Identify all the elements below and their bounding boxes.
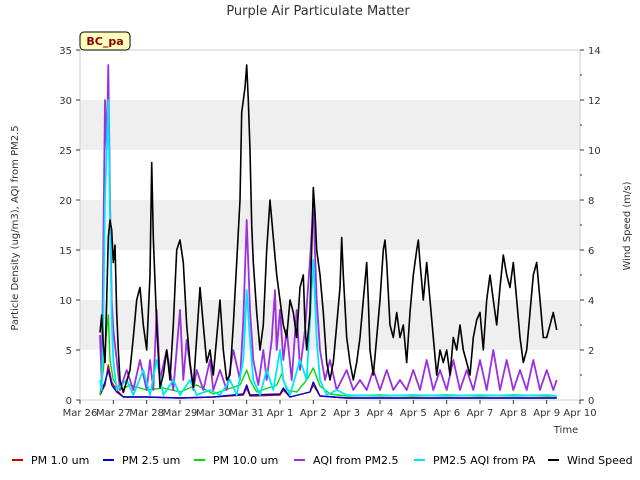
legend: PM 1.0 um PM 2.5 um PM 10.0 um AQI from PM2… — [12, 454, 633, 467]
series-line-wind-speed — [99, 64, 558, 394]
x-tick-label: Apr 3 — [333, 408, 360, 419]
series-line-pm2-5-aqi-from-pa — [99, 99, 557, 397]
y-right-tick-label: 6 — [588, 246, 594, 257]
shaded-bands — [80, 100, 580, 350]
y-axis-label-left: Particle Density (ug/m3), AQI from PM2.5 — [10, 125, 21, 330]
x-tick-label: Apr 8 — [500, 408, 527, 419]
x-tick-label: Mar 30 — [196, 408, 231, 419]
x-tick-label: Apr 10 — [563, 408, 596, 419]
shaded-band-1 — [80, 200, 580, 250]
badge: BC_pa — [79, 31, 131, 51]
x-tick-label: Apr 2 — [300, 408, 327, 419]
y-left-tick-label: 20 — [59, 196, 72, 207]
legend-label: AQI from PM2.5 — [313, 454, 398, 467]
shaded-band-2 — [80, 100, 580, 150]
x-tick-label: Apr 9 — [533, 408, 560, 419]
badge-box — [79, 31, 131, 51]
x-tick-label: Mar 31 — [229, 408, 264, 419]
y-right-tick-label: 0 — [588, 396, 594, 407]
y-left-tick-label: 10 — [59, 296, 72, 307]
x-tick-label: Apr 5 — [400, 408, 427, 419]
x-tick-label: Mar 27 — [96, 408, 131, 419]
legend-label: PM 2.5 um — [122, 454, 180, 467]
x-tick-label: Mar 28 — [129, 408, 164, 419]
series-layer — [99, 64, 558, 399]
chart-title: Purple Air Particulate Matter — [226, 4, 410, 19]
series-line-pm-2-5-um — [99, 369, 557, 399]
y-right-tick-label: 8 — [588, 196, 594, 207]
y-right-tick-label: 4 — [588, 296, 594, 307]
y-left-tick-label: 15 — [59, 246, 72, 257]
legend-label: PM 10.0 um — [213, 454, 278, 467]
x-tick-label: Mar 26 — [63, 408, 98, 419]
x-tick-label: Apr 6 — [433, 408, 460, 419]
y-left-tick-label: 35 — [59, 46, 72, 57]
x-tick-label: Mar 29 — [163, 408, 198, 419]
x-tick-label: Apr 7 — [467, 408, 494, 419]
x-axis-label: Time — [553, 425, 578, 436]
y-right-tick-label: 2 — [588, 346, 594, 357]
y-left-tick-label: 25 — [59, 146, 72, 157]
legend-label: Wind Speed — [567, 454, 633, 467]
x-tick-label: Apr 1 — [267, 408, 294, 419]
y-left-tick-label: 0 — [66, 396, 72, 407]
legend-label: PM2.5 AQI from PA — [433, 454, 536, 467]
badge-text: BC_pa — [86, 35, 123, 48]
y-axis-label-right: Wind Speed (m/s) — [622, 181, 633, 270]
y-right-tick-label: 14 — [588, 46, 601, 57]
legend-label: PM 1.0 um — [31, 454, 89, 467]
y-right-tick-label: 12 — [588, 96, 601, 107]
y-left-tick-label: 5 — [66, 346, 72, 357]
x-tick-label: Apr 4 — [367, 408, 394, 419]
series-line-aqi-from-pm2-5 — [99, 64, 558, 391]
y-left-tick-label: 30 — [59, 96, 72, 107]
y-right-tick-label: 10 — [588, 146, 601, 157]
